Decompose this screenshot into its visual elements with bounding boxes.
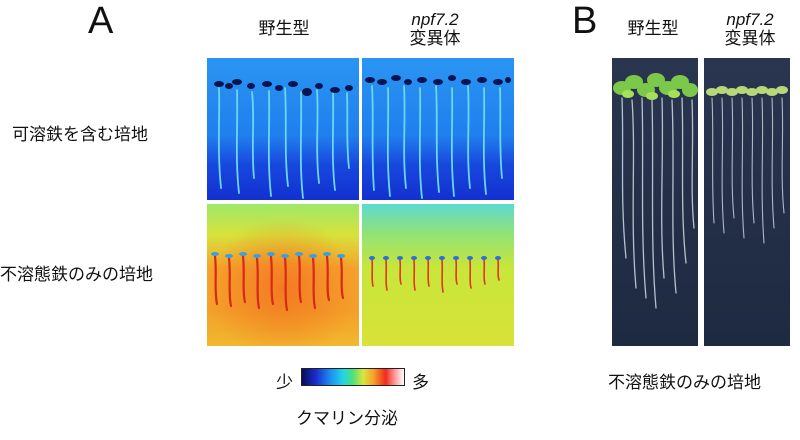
image-mutant-insoluble (362, 204, 514, 346)
panel-a-row-label-insoluble: 不溶態鉄のみの培地 (0, 265, 153, 285)
panel-a-col-label-wild-type: 野生型 (258, 19, 310, 39)
image-wild-type-insoluble (207, 204, 359, 346)
scale-low-label: 少 (276, 373, 293, 393)
photo-wild-type-insoluble (612, 58, 698, 346)
image-wild-type-soluble (207, 58, 359, 200)
panel-b-caption: 不溶態鉄のみの培地 (608, 373, 761, 393)
panel-a-row-label-soluble: 可溶鉄を含む培地 (12, 125, 148, 145)
panel-b-letter: B (572, 0, 598, 42)
panel-a-col-label-mutant: npf7.2 変異体 (409, 10, 461, 49)
panel-a-letter: A (88, 0, 114, 42)
scale-high-label: 多 (412, 373, 429, 393)
image-mutant-soluble (362, 58, 514, 200)
scale-title: クマリン分泌 (296, 409, 398, 429)
photo-mutant-insoluble (704, 58, 790, 346)
panel-b-col-label-mutant: npf7.2 変異体 (724, 10, 776, 49)
panel-b-col-label-wild-type: 野生型 (627, 19, 679, 39)
color-scale-bar (301, 368, 405, 386)
